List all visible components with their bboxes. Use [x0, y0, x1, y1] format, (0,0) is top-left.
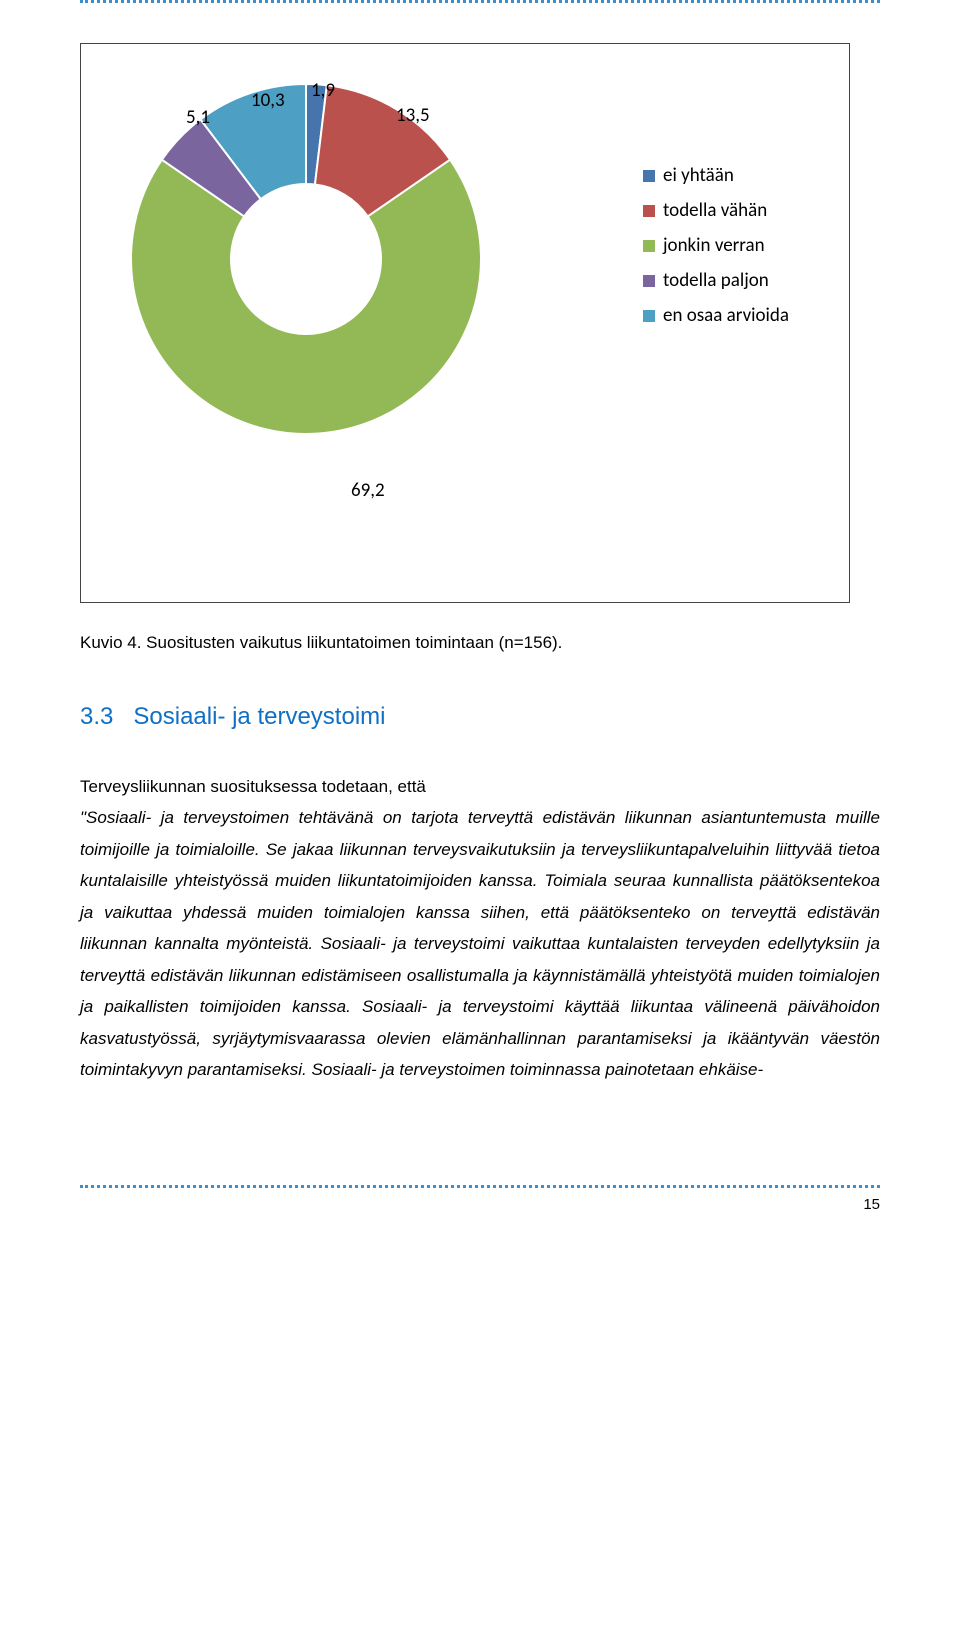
- legend-label: jonkin verran: [663, 234, 765, 257]
- section-heading: 3.3 Sosiaali- ja terveystoimi: [80, 703, 880, 731]
- legend-label: todella vähän: [663, 199, 767, 222]
- page-footer: 15: [80, 1185, 880, 1213]
- body-quote: "Sosiaali- ja terveystoimen tehtävänä on…: [80, 808, 880, 1079]
- legend-label: todella paljon: [663, 269, 769, 292]
- legend-item: todella vähän: [643, 199, 789, 222]
- page-container: 1,9 13,5 69,2 5,1 10,3 ei yhtään todella vähä…: [0, 0, 960, 1253]
- chart-frame: 1,9 13,5 69,2 5,1 10,3 ei yhtään todella vähä…: [80, 43, 850, 603]
- chart-value-label: 5,1: [186, 106, 210, 129]
- top-dotted-rule: [80, 0, 880, 3]
- chart-value-label: 1,9: [311, 79, 335, 102]
- legend-swatch: [643, 170, 655, 182]
- chart-value-label: 69,2: [351, 479, 385, 502]
- legend-label: en osaa arvioida: [663, 304, 789, 327]
- legend-item: jonkin verran: [643, 234, 789, 257]
- body-lead: Terveysliikunnan suosituksessa todetaan,…: [80, 777, 426, 796]
- figure-caption: Kuvio 4. Suositusten vaikutus liikuntato…: [80, 633, 880, 653]
- donut-hole: [231, 184, 381, 334]
- donut-chart: [131, 84, 481, 434]
- legend-item: ei yhtään: [643, 164, 789, 187]
- legend-item: todella paljon: [643, 269, 789, 292]
- legend-swatch: [643, 275, 655, 287]
- heading-number: 3.3: [80, 703, 113, 730]
- chart-legend: ei yhtään todella vähän jonkin verran todel…: [643, 164, 789, 339]
- legend-label: ei yhtään: [663, 164, 734, 187]
- heading-text: Sosiaali- ja terveystoimi: [133, 703, 385, 730]
- legend-swatch: [643, 240, 655, 252]
- chart-value-label: 13,5: [396, 104, 430, 127]
- page-number: 15: [863, 1196, 880, 1213]
- chart-value-label: 10,3: [251, 89, 285, 112]
- legend-item: en osaa arvioida: [643, 304, 789, 327]
- body-paragraph: Terveysliikunnan suosituksessa todetaan,…: [80, 771, 880, 1085]
- legend-swatch: [643, 205, 655, 217]
- legend-swatch: [643, 310, 655, 322]
